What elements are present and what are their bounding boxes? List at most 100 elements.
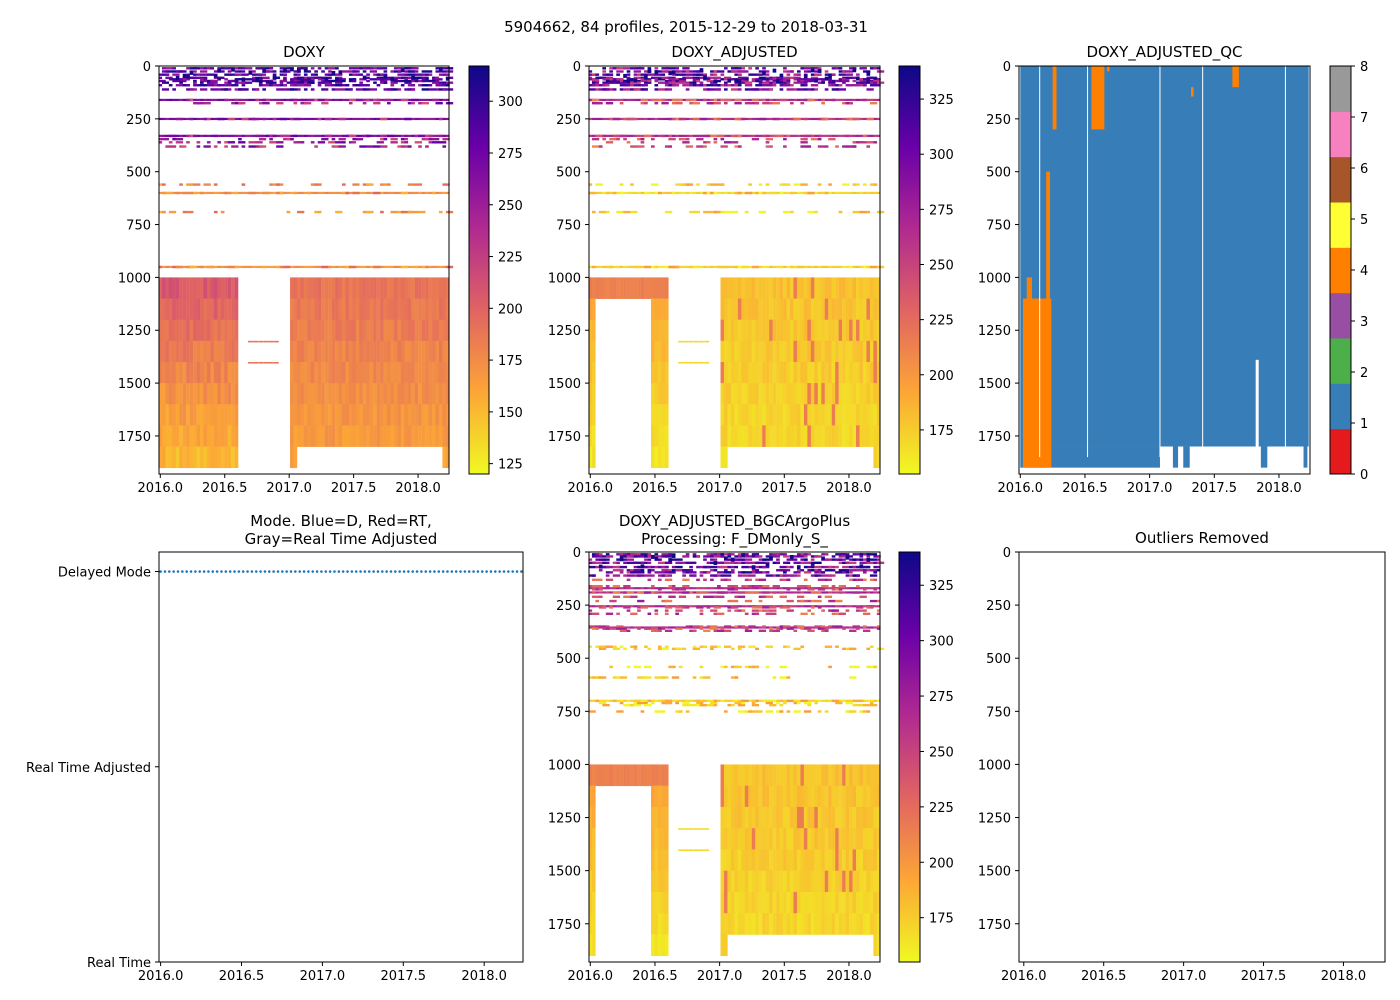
heatmap-cell: [390, 98, 395, 102]
heatmap-cell: [803, 558, 808, 561]
heatmap-cell: [852, 76, 857, 80]
heatmap-cell: [623, 98, 627, 102]
heatmap-cell: [776, 361, 780, 384]
heatmap-cell: [407, 319, 412, 342]
heatmap-cell: [234, 277, 239, 299]
heatmap-cell: [397, 277, 402, 299]
heatmap-cell: [359, 73, 363, 76]
heatmap-cell: [623, 73, 627, 78]
heatmap-cell: [717, 574, 721, 577]
heatmap-cell: [869, 134, 874, 137]
heatmap-cell: [744, 101, 753, 105]
heatmap-cell: [859, 361, 864, 384]
heatmap-cell: [688, 361, 694, 364]
heatmap-cell: [172, 98, 176, 102]
heatmap-cell: [269, 81, 277, 84]
heatmap-cell: [231, 134, 235, 137]
heatmap-cell: [737, 605, 742, 608]
heatmap-cell: [200, 319, 204, 342]
heatmap-cell: [647, 569, 652, 572]
heatmap-cell: [269, 117, 273, 121]
heatmap-cell: [675, 591, 679, 594]
heatmap-cell: [276, 88, 284, 91]
heatmap-cell: [352, 79, 357, 83]
heatmap-cell: [668, 145, 673, 148]
heatmap-cell: [856, 578, 864, 582]
heatmap-cell: [602, 764, 607, 787]
heatmap-cell: [366, 98, 370, 102]
heatmap-cell: [300, 404, 305, 426]
heatmap-cell: [262, 84, 270, 87]
heatmap-cell: [359, 134, 363, 137]
heatmap-cell: [605, 625, 610, 628]
heatmap-cell: [824, 88, 829, 91]
heatmap-cell: [831, 79, 836, 83]
heatmap-cell: [755, 647, 759, 651]
heatmap-cell: [602, 70, 607, 73]
heatmap-cell: [661, 134, 666, 138]
heatmap-cell: [369, 319, 374, 342]
heatmap-cell: [706, 98, 711, 102]
heatmap-cell: [783, 555, 791, 558]
heatmap-cell: [671, 73, 676, 76]
heatmap-cell: [873, 626, 878, 629]
heatmap-cell: [790, 277, 794, 299]
heatmap-cell: [703, 645, 707, 648]
heatmap-cell: [651, 98, 659, 102]
heatmap-cell: [251, 78, 256, 81]
heatmap-cell: [255, 79, 263, 83]
heatmap-cell: [328, 70, 332, 73]
heatmap-cell: [335, 361, 339, 384]
heatmap-cell: [699, 699, 704, 702]
heatmap-cell: [713, 612, 718, 616]
panel-title: DOXY_ADJUSTED_QC: [1086, 43, 1242, 62]
heatmap-cell: [355, 425, 360, 447]
heatmap-cell: [810, 565, 815, 569]
heatmap-cell: [414, 340, 419, 363]
heatmap-cell: [404, 298, 408, 321]
heatmap-cell: [630, 277, 634, 299]
heatmap-cell: [335, 141, 343, 144]
heatmap-cell: [179, 78, 183, 81]
heatmap-cell: [856, 183, 860, 186]
heatmap-cell: [807, 277, 812, 299]
heatmap-cell: [779, 627, 784, 630]
heatmap-cell: [445, 88, 454, 91]
heatmap-cell: [685, 699, 690, 703]
heatmap-cell: [727, 565, 732, 569]
heatmap-cell: [730, 141, 739, 144]
heatmap-cell: [734, 676, 739, 679]
heatmap-cell: [345, 319, 350, 342]
heatmap-cell: [876, 210, 885, 214]
heatmap-cell: [814, 298, 818, 321]
heatmap-cell: [762, 98, 766, 102]
heatmap-cell: [352, 84, 357, 87]
y-tick-label: 750: [126, 219, 151, 234]
heatmap-cell: [727, 78, 732, 83]
heatmap-cell: [741, 404, 746, 426]
heatmap-cell: [193, 277, 197, 299]
heatmap-cell: [703, 78, 711, 81]
heatmap-cell: [196, 145, 201, 148]
heatmap-cell: [637, 67, 645, 70]
heatmap-cell: [193, 98, 197, 102]
heatmap-cell: [598, 145, 603, 148]
heatmap-cell: [723, 574, 732, 577]
heatmap-cell: [307, 191, 312, 195]
heatmap-cell: [400, 191, 409, 195]
heatmap-cell: [293, 81, 298, 84]
heatmap-cell: [783, 606, 791, 609]
heatmap-cell: [314, 340, 318, 363]
heatmap-cell: [445, 84, 450, 87]
heatmap-cell: [751, 565, 756, 570]
heatmap-cell: [817, 78, 822, 81]
y-tick-label: 1500: [548, 377, 581, 392]
heatmap-cell: [748, 578, 752, 582]
heatmap-cell: [328, 76, 332, 80]
heatmap-cell: [616, 210, 624, 214]
heatmap-cell: [619, 265, 624, 269]
heatmap-cell: [616, 591, 620, 594]
heatmap-cell: [657, 558, 662, 561]
heatmap-cell: [623, 647, 627, 651]
heatmap-cell: [866, 606, 871, 609]
